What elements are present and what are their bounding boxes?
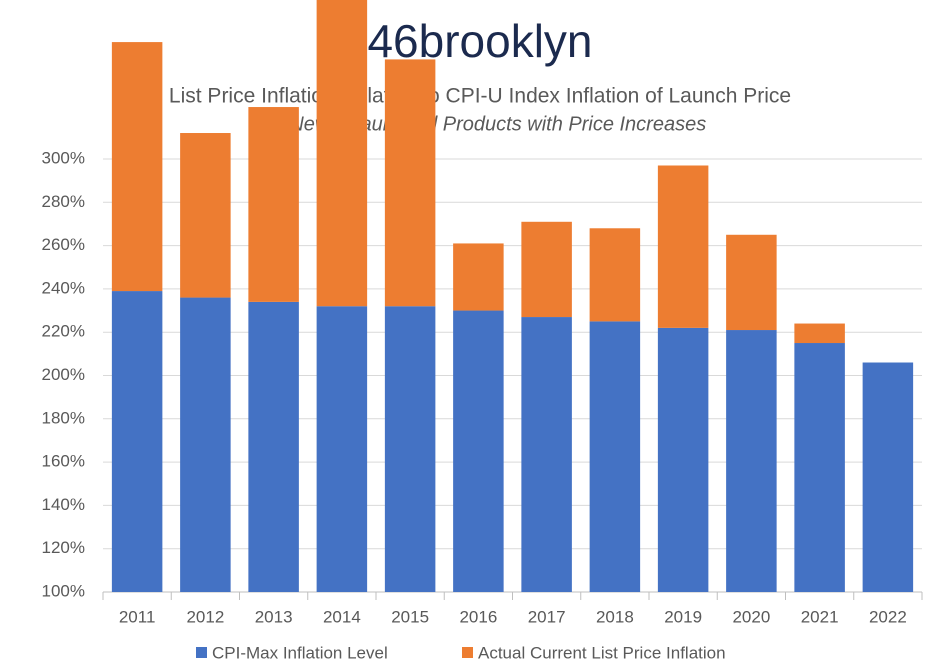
bar-segment [726,330,777,592]
y-tick-label: 280% [42,192,85,211]
bar-segment [111,291,163,592]
x-tick-label: 2012 [186,607,224,626]
y-tick-label: 180% [42,408,85,427]
x-tick-label: 2013 [255,607,293,626]
y-tick-label: 100% [42,581,85,600]
x-tick-label: 2014 [323,607,361,626]
bar-segment [384,306,436,592]
x-tick-label: 2020 [732,607,770,626]
y-tick-label: 260% [42,235,85,254]
x-tick-label: 2018 [596,607,634,626]
bar-segment [316,306,368,592]
bar-segment [521,221,572,318]
x-tick-label: 2022 [869,607,907,626]
x-tick-label: 2021 [801,607,839,626]
x-tick-label: 2016 [459,607,497,626]
bar-segment [248,301,299,592]
y-tick-label: 140% [42,495,85,514]
chart-title: List Price Inflation Relative to CPI-U I… [169,85,791,108]
brand-logo: 46brooklyn [367,15,592,67]
bar-segment [453,243,504,311]
bar-segment [111,42,163,292]
bar-segment [657,165,709,328]
bar-segment [453,310,504,592]
bar-segment [521,317,572,592]
y-tick-label: 220% [42,322,85,341]
legend-label: Actual Current List Price Inflation [478,643,726,662]
y-tick-label: 200% [42,365,85,384]
bar-segment [726,234,777,331]
bar-segment [384,59,436,307]
bar-segment [794,343,845,592]
y-tick-label: 160% [42,452,85,471]
legend-swatch [462,647,473,658]
x-tick-label: 2019 [664,607,702,626]
x-tick-label: 2011 [119,607,156,626]
bar-segment [180,133,231,298]
legend-swatch [196,647,207,658]
bar-segment [248,107,299,302]
bar-segment [180,297,231,592]
bar-segment [657,327,709,592]
x-tick-label: 2015 [391,607,429,626]
bar-segment [316,0,368,307]
y-tick-label: 300% [42,148,85,167]
bar-segment [862,362,914,592]
y-tick-label: 240% [42,278,85,297]
bar-segment [589,228,641,322]
x-tick-label: 2017 [528,607,566,626]
bar-segment [794,323,845,344]
legend-label: CPI-Max Inflation Level [212,643,388,662]
bar-segment [589,321,641,592]
y-tick-label: 120% [42,538,85,557]
